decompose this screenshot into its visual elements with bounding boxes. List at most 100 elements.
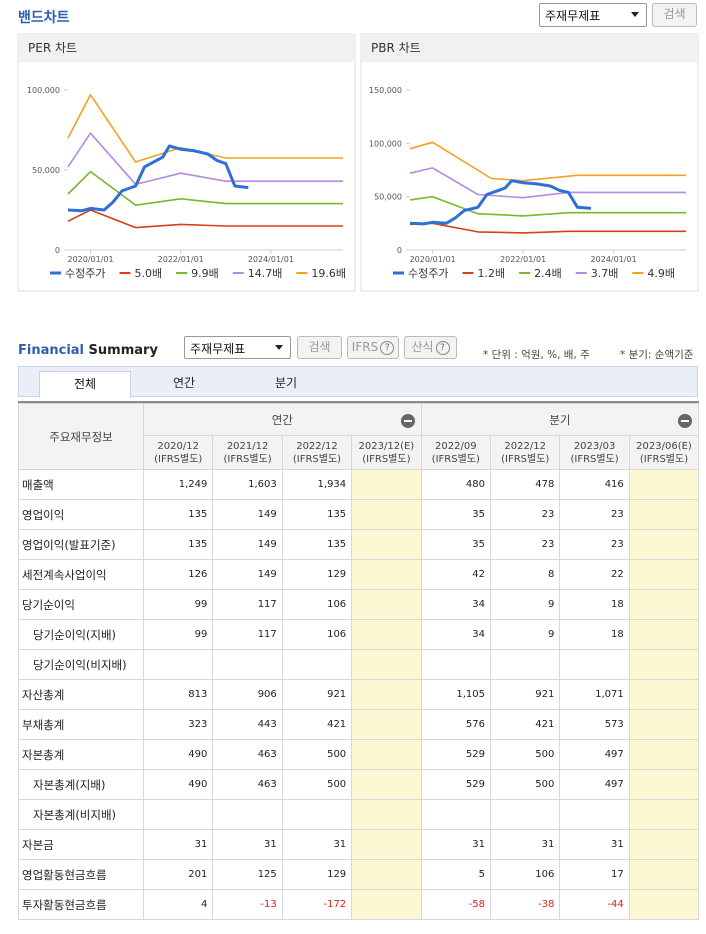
quarter-note: * 분기: 순액기준 <box>620 349 694 361</box>
cell: 135 <box>142 529 214 560</box>
data-row: 자본총계 490 463 500 529 500 497 <box>18 739 700 770</box>
x-tick-label: 2022/01/01 <box>158 255 204 264</box>
basis: (IFRS별도) <box>431 453 480 465</box>
y-tick-label: 0 <box>397 246 402 255</box>
ifrs-button[interactable]: IFRS? <box>347 336 399 359</box>
cell: 106 <box>489 859 561 890</box>
x-tick-label: 2020/01/01 <box>67 255 113 264</box>
cell <box>212 649 283 680</box>
summary-search[interactable]: 검색 <box>297 336 342 359</box>
cell: 126 <box>142 559 214 590</box>
cell <box>559 649 630 680</box>
corner: 주요재무정보 <box>18 403 144 470</box>
cell <box>351 829 422 860</box>
row-label: 당기순이익 <box>18 589 144 620</box>
cell <box>142 649 214 680</box>
y-tick-label: 50,000 <box>32 166 60 175</box>
column-header: 2023/12(E) (IFRS별도) <box>351 435 422 470</box>
summary-select[interactable]: 주재무제표 <box>184 336 291 359</box>
header-row: 주요재무정보 연간 분기 <box>18 403 700 470</box>
cell <box>351 469 422 500</box>
period: 2023/06(E) <box>636 440 692 452</box>
cell: 135 <box>281 499 353 530</box>
cell: 463 <box>212 739 283 770</box>
tab[interactable]: 분기 <box>274 376 298 390</box>
row-label: 영업이익 <box>18 499 144 530</box>
cell: -172 <box>281 889 353 920</box>
cell <box>351 859 422 890</box>
cell <box>420 799 492 830</box>
statement-select[interactable]: 주재무제표 <box>539 3 647 27</box>
cell <box>628 469 700 500</box>
cell: 497 <box>559 739 630 770</box>
cell: 117 <box>212 619 283 650</box>
legend-label: 9.9배 <box>191 267 219 280</box>
formula-button[interactable]: 산식? <box>404 336 457 359</box>
cell: 129 <box>281 859 353 890</box>
panel-header <box>361 34 698 62</box>
cell: 1,071 <box>559 679 630 710</box>
search-button[interactable]: 검색 <box>652 3 697 27</box>
cell <box>212 799 283 830</box>
data-row: 당기순이익(지배) 99 117 106 34 9 18 <box>18 619 700 650</box>
cell: 1,249 <box>142 469 214 500</box>
legend-label: 14.7배 <box>248 267 283 280</box>
cell <box>628 619 700 650</box>
column-header: 2021/12 (IFRS별도) <box>212 435 283 470</box>
tab[interactable]: 연간 <box>172 376 196 390</box>
cell: 135 <box>142 499 214 530</box>
cell <box>559 799 630 830</box>
data-row: 당기순이익 99 117 106 34 9 18 <box>18 589 700 620</box>
cell: 463 <box>212 769 283 800</box>
series-line <box>67 170 343 206</box>
data-row: 자본총계(비지배) <box>18 799 700 830</box>
legend-label: 4.9배 <box>647 267 675 280</box>
financial-table: 주요재무정보 연간 분기 2020/12 (IFRS별도) 2021/12 (IFRS별도)… <box>18 403 700 920</box>
basis: (IFRS별도) <box>292 453 342 465</box>
cell: -13 <box>212 889 283 920</box>
cell <box>628 709 700 740</box>
cell: 34 <box>420 589 492 620</box>
series-line <box>409 167 686 199</box>
cell: 99 <box>142 589 214 620</box>
collapse-icon[interactable] <box>678 414 693 428</box>
title-part: Financial <box>18 343 85 358</box>
series-line <box>409 195 686 217</box>
cell: 497 <box>559 769 630 800</box>
column-header: 2023/06(E) (IFRS별도) <box>628 435 700 470</box>
cell: 35 <box>420 499 492 530</box>
cell: 416 <box>559 469 630 500</box>
series-line <box>67 94 343 163</box>
row-label: 자본총계(지배) <box>18 769 144 800</box>
cell <box>628 499 700 530</box>
legend-label: 19.6배 <box>311 267 346 280</box>
series-line <box>67 132 343 186</box>
cell <box>351 679 422 710</box>
basis: (IFRS별도) <box>362 453 411 465</box>
cell: 9 <box>489 589 561 620</box>
panel-header <box>18 34 355 62</box>
cell <box>351 619 422 650</box>
cell: 573 <box>559 709 630 740</box>
cell <box>351 739 422 770</box>
data-row: 투자활동현금흐름 4 -13 -172 -58 -38 -44 <box>18 889 700 920</box>
y-tick-label: 100,000 <box>27 86 60 95</box>
collapse-icon[interactable] <box>400 414 415 428</box>
period: 2022/12 <box>504 440 546 452</box>
cell <box>351 589 422 620</box>
btn-text: IFRS <box>351 340 379 354</box>
cell: 500 <box>489 769 561 800</box>
data-row: 매출액 1,249 1,603 1,934 480 478 416 <box>18 469 700 500</box>
cell <box>489 649 561 680</box>
cell: 22 <box>559 559 630 590</box>
cell: 906 <box>212 679 283 710</box>
cell: 18 <box>559 619 630 650</box>
tab[interactable]: 전체 <box>39 371 131 398</box>
cell <box>628 769 700 800</box>
cell: 1,603 <box>212 469 283 500</box>
period: 2022/09 <box>435 440 477 452</box>
legend-label: 3.7배 <box>591 267 619 280</box>
cell: 813 <box>142 679 214 710</box>
chart-title: PBR 차트 <box>371 41 421 55</box>
data-row: 부채총계 323 443 421 576 421 573 <box>18 709 700 740</box>
